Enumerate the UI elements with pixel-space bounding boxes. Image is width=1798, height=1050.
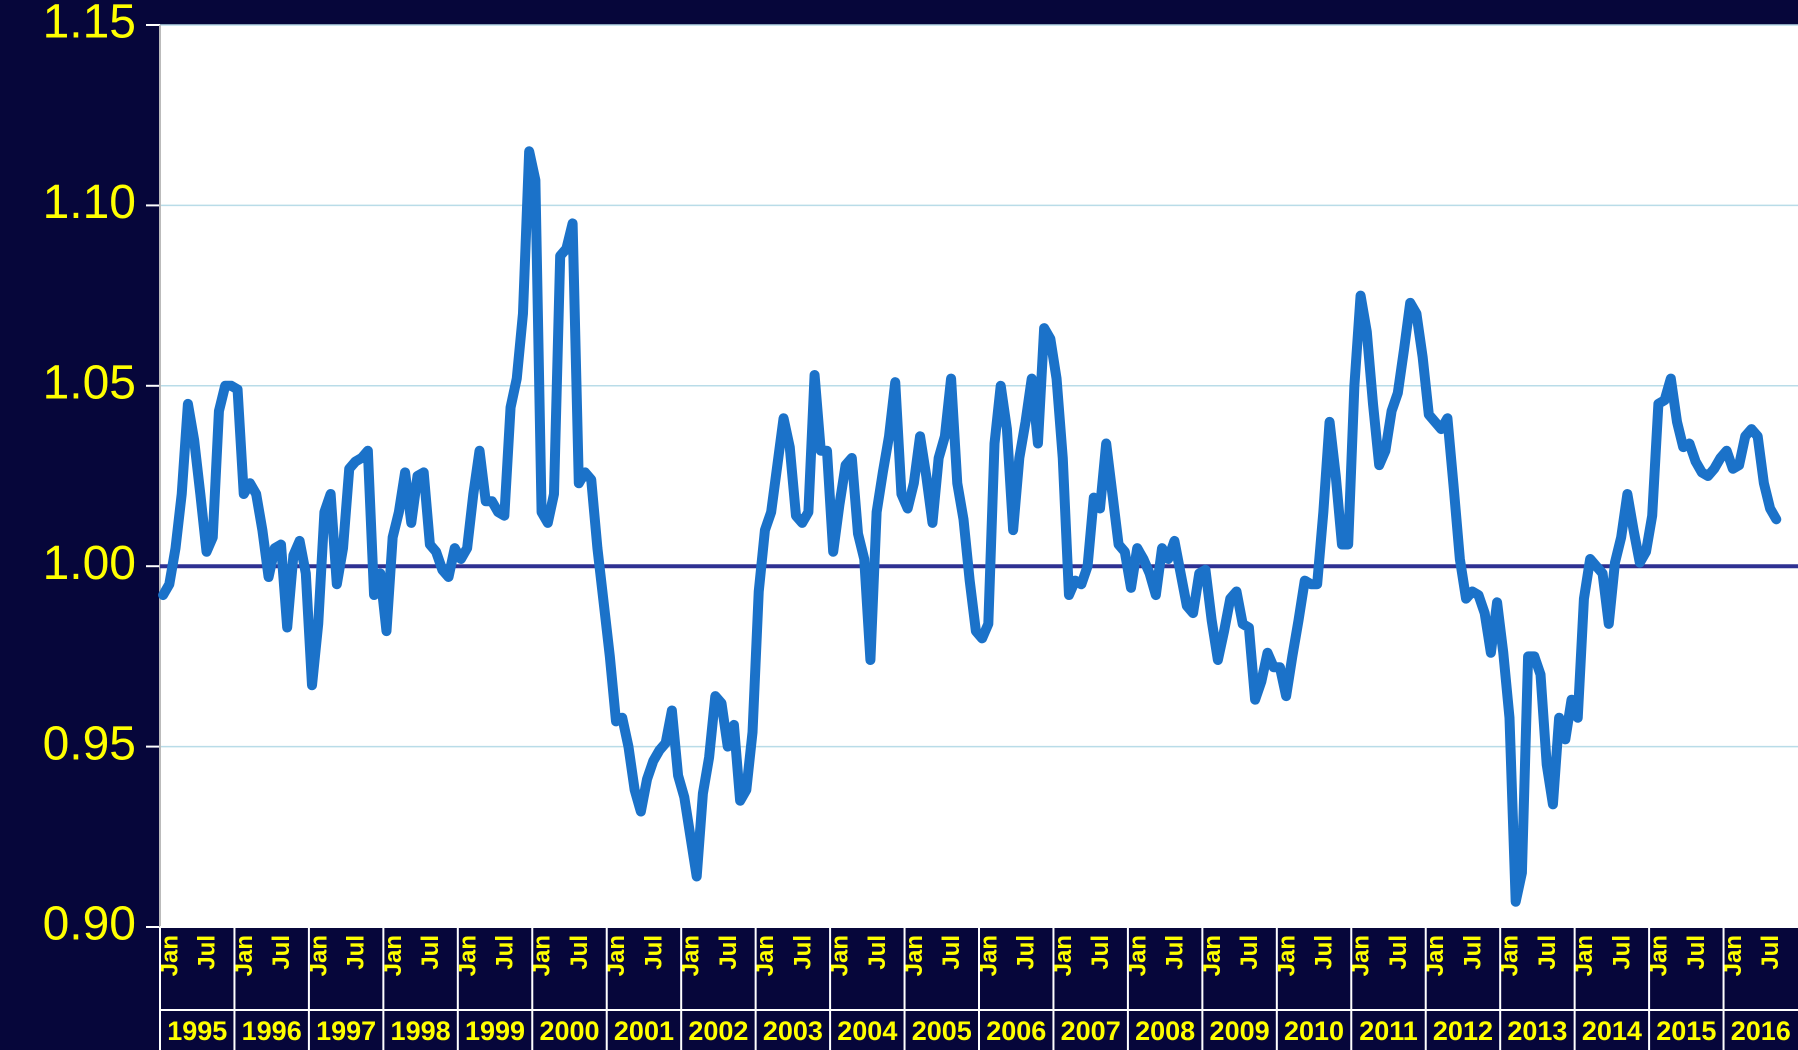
- x-tick-label: Jul: [1608, 935, 1635, 970]
- year-label: 2014: [1582, 1016, 1642, 1046]
- x-tick-label: Jul: [1236, 935, 1263, 970]
- year-label: 2006: [986, 1016, 1046, 1046]
- x-tick-label: Jul: [1385, 935, 1412, 970]
- x-tick-label: Jul: [864, 935, 891, 970]
- year-label: 2002: [688, 1016, 748, 1046]
- year-label: 2013: [1507, 1016, 1567, 1046]
- y-tick-label: 1.05: [43, 356, 136, 409]
- x-tick-label: Jul: [789, 935, 816, 970]
- year-label: 1999: [465, 1016, 525, 1046]
- y-tick-label: 0.95: [43, 717, 136, 770]
- y-tick-label: 1.15: [43, 0, 136, 49]
- year-label: 1997: [316, 1016, 376, 1046]
- x-tick-label: Jul: [640, 935, 667, 970]
- year-label: 1998: [391, 1016, 451, 1046]
- x-tick-label: Jul: [715, 935, 742, 970]
- year-label: 2010: [1284, 1016, 1344, 1046]
- year-label: 2012: [1433, 1016, 1493, 1046]
- year-label: 2016: [1731, 1016, 1791, 1046]
- data-line: [158, 146, 1782, 907]
- x-tick-label: Jul: [1013, 935, 1040, 970]
- year-label: 2005: [912, 1016, 972, 1046]
- x-tick-label: Jul: [491, 935, 518, 970]
- x-tick-label: Jul: [1683, 935, 1710, 970]
- year-label: 2015: [1656, 1016, 1716, 1046]
- year-label: 1996: [242, 1016, 302, 1046]
- year-label: 2009: [1210, 1016, 1270, 1046]
- x-tick-label: Jul: [566, 935, 593, 970]
- x-tick-label: Jul: [343, 935, 370, 970]
- x-tick-label: Jul: [1087, 935, 1114, 970]
- x-tick-label: Jul: [1534, 935, 1561, 970]
- year-label: 2004: [837, 1016, 897, 1046]
- year-label: 2007: [1061, 1016, 1121, 1046]
- x-tick-label: Jul: [268, 935, 295, 970]
- year-label: 2001: [614, 1016, 674, 1046]
- x-tick-label: Jul: [1757, 935, 1784, 970]
- y-tick-label: 0.90: [43, 898, 136, 951]
- x-tick-label: Jul: [194, 935, 221, 970]
- year-label: 2000: [539, 1016, 599, 1046]
- x-tick-label: Jul: [1310, 935, 1337, 970]
- year-label: 2008: [1135, 1016, 1195, 1046]
- year-label: 2011: [1359, 1016, 1418, 1046]
- x-tick-label: Jul: [417, 935, 444, 970]
- x-tick-label: Jul: [1162, 935, 1189, 970]
- x-tick-label: Jul: [1459, 935, 1486, 970]
- year-label: 2003: [763, 1016, 823, 1046]
- y-tick-label: 1.00: [43, 537, 136, 590]
- year-label: 1995: [167, 1016, 227, 1046]
- y-tick-label: 1.10: [43, 176, 136, 229]
- x-tick-label: Jul: [938, 935, 965, 970]
